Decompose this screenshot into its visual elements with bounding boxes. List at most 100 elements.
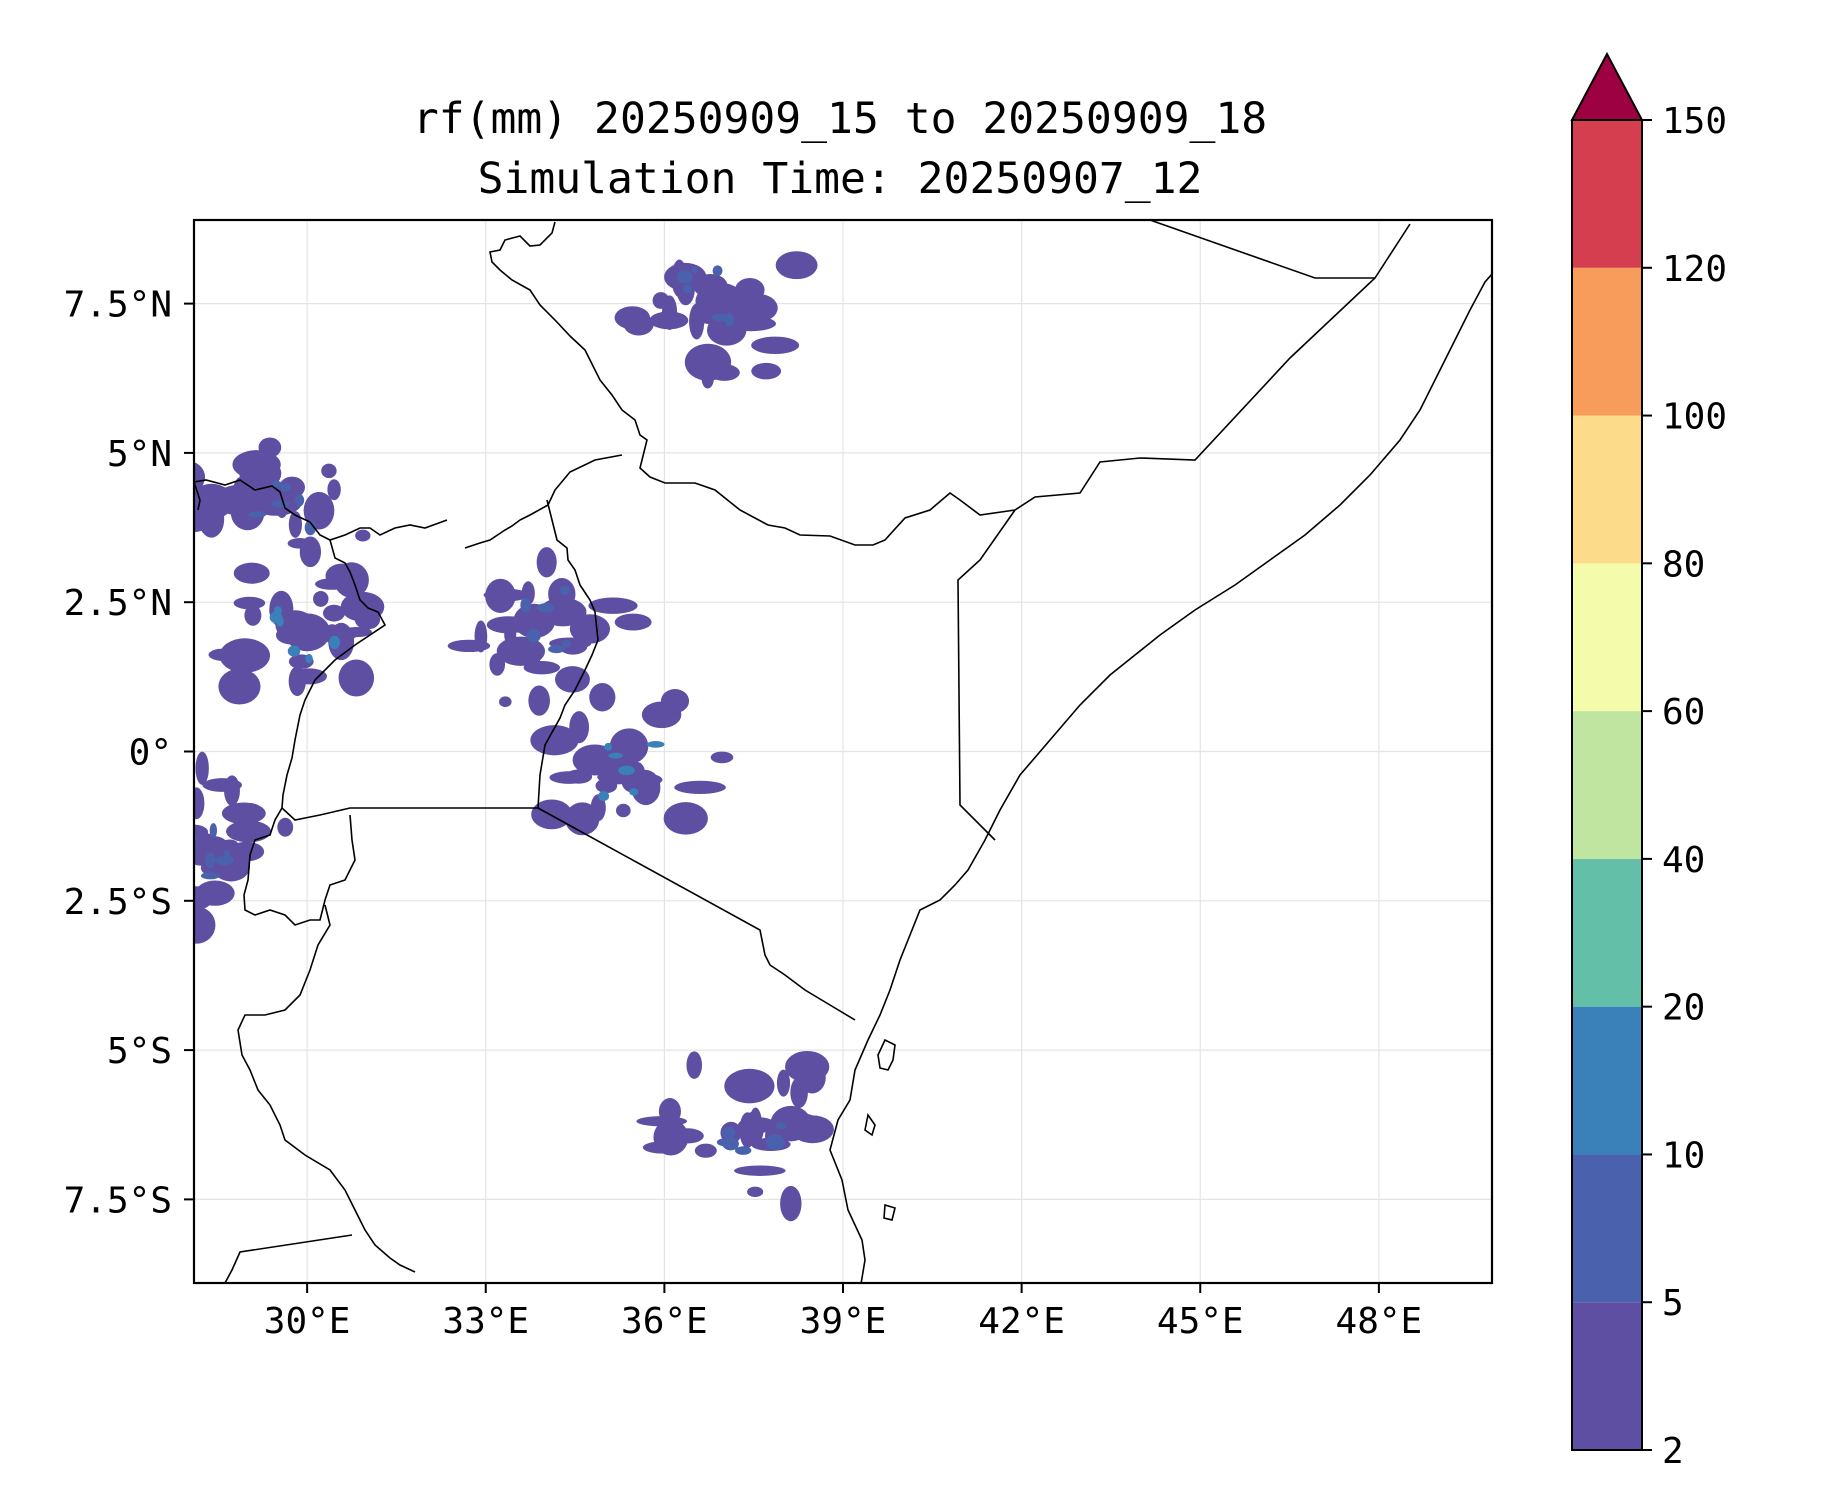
rain-cell [277,817,294,837]
y-tick-label: 5°N [107,434,172,475]
rain-cell [747,1186,764,1198]
rain-cell [447,639,491,653]
rain-cell-heavy [765,1134,785,1150]
y-tick-label: 0° [129,733,172,774]
rain-cell [706,314,747,346]
colorbar-label: 5 [1662,1283,1684,1324]
colorbar-label: 40 [1662,840,1705,881]
rain-cell [323,604,345,622]
colorbar: 2 5 10 20 40 60 80 100 120 150 [1570,51,1727,1472]
rain-cell-heavy [248,511,267,518]
rain-cell-heavy [215,855,234,866]
x-tick-label: 33°E [442,1301,529,1342]
rain-cell-heavy [559,585,571,595]
rain-cell-heavy [276,616,284,627]
map-title: rf(mm) 20250909_15 to 20250909_18 [413,94,1267,144]
border-somalia-kenya [957,509,1016,841]
border-drc-tanzania-lake [237,904,416,1273]
rain-cell [536,547,557,578]
y-axis-ticks: 7.5°N 5°N 2.5°N 0° 2.5°S 5°S 7.5°S [64,285,194,1221]
colorbar-segment [1572,563,1642,712]
rain-cell-heavy [280,483,292,492]
rain-cell-heavy [646,741,665,748]
rain-cell [194,830,208,847]
rain-cell-heavy [200,872,220,880]
border-drc-west [194,481,201,511]
rain-cell [499,696,512,708]
rain-cell [663,802,708,835]
colorbar-label: 20 [1662,988,1705,1029]
rain-cell [775,251,818,280]
rain-cell [694,1143,717,1158]
country-borders [194,220,1492,1283]
rain-cell [790,1077,808,1109]
rain-cell-heavy [561,639,571,648]
rain-cell [243,490,272,515]
rain-cell [354,610,381,630]
colorbar-segment [1572,711,1642,859]
rain-cell [338,659,375,697]
rain-cell [321,463,337,479]
rain-cell-heavy [608,752,623,759]
rain-cell [588,597,638,614]
colorbar-segment [1572,1302,1642,1450]
rain-cell-heavy [775,1122,787,1130]
colorbar-segment [1572,1154,1642,1303]
border-uganda-tanzania [281,807,538,821]
rain-cell-heavy [722,1126,736,1139]
rain-cell-heavy [194,833,197,843]
border-somaliland-north [1149,220,1375,279]
rain-cell-heavy [598,791,610,802]
rainfall-field [148,251,834,1222]
rain-cell [275,610,315,641]
rain-cell [327,479,341,501]
rain-cell [218,668,261,705]
rain-cell-heavy [270,480,283,488]
colorbar-frame [1571,119,1643,1451]
rain-area-central-tanzania [636,1050,834,1222]
rain-cell [530,725,579,756]
zanzibar-island [877,1038,896,1071]
y-tick-label: 7.5°N [64,285,172,326]
rain-cell [684,343,732,381]
rain-area-western-drc [148,751,294,944]
rain-cell [735,278,765,302]
x-tick-label: 45°E [1157,1301,1244,1342]
rain-cell-heavy [270,500,290,508]
rain-cell [221,802,266,825]
rain-cell-heavy [691,266,699,273]
rain-cell-heavy [294,494,305,507]
rain-cell [780,1185,802,1222]
rain-cell [483,588,530,602]
rain-cell-heavy [520,597,531,613]
rain-cell [531,799,573,830]
border-rwanda-burundi [243,807,356,926]
rain-cell [148,829,192,860]
rain-cell-heavy [716,1138,734,1147]
rain-cell-heavy [676,270,693,284]
rain-cell [631,769,661,806]
rain-cell-heavy [604,742,613,751]
rain-cell [226,820,271,843]
colorbar-segment [1572,120,1642,268]
x-tick-label: 48°E [1336,1301,1423,1342]
border-zambia-tanzania [224,1234,353,1283]
rain-cell [776,1069,791,1097]
rain-cell [724,1068,775,1104]
rain-cell-heavy [682,284,693,294]
rain-cell [772,1112,823,1139]
colorbar-label: 150 [1662,101,1727,142]
rain-cell [334,562,369,598]
y-tick-label: 2.5°N [64,583,172,624]
rain-cell-heavy [734,1146,752,1155]
rain-cell [555,666,590,693]
rain-cell [244,604,262,626]
coastline-east-africa [829,273,1492,1283]
rain-cell [299,536,322,568]
rain-cell [195,880,235,906]
rain-cell-heavy [328,635,340,650]
rain-cell [658,1098,681,1125]
rain-cell [288,511,302,538]
gridlines [194,220,1492,1283]
